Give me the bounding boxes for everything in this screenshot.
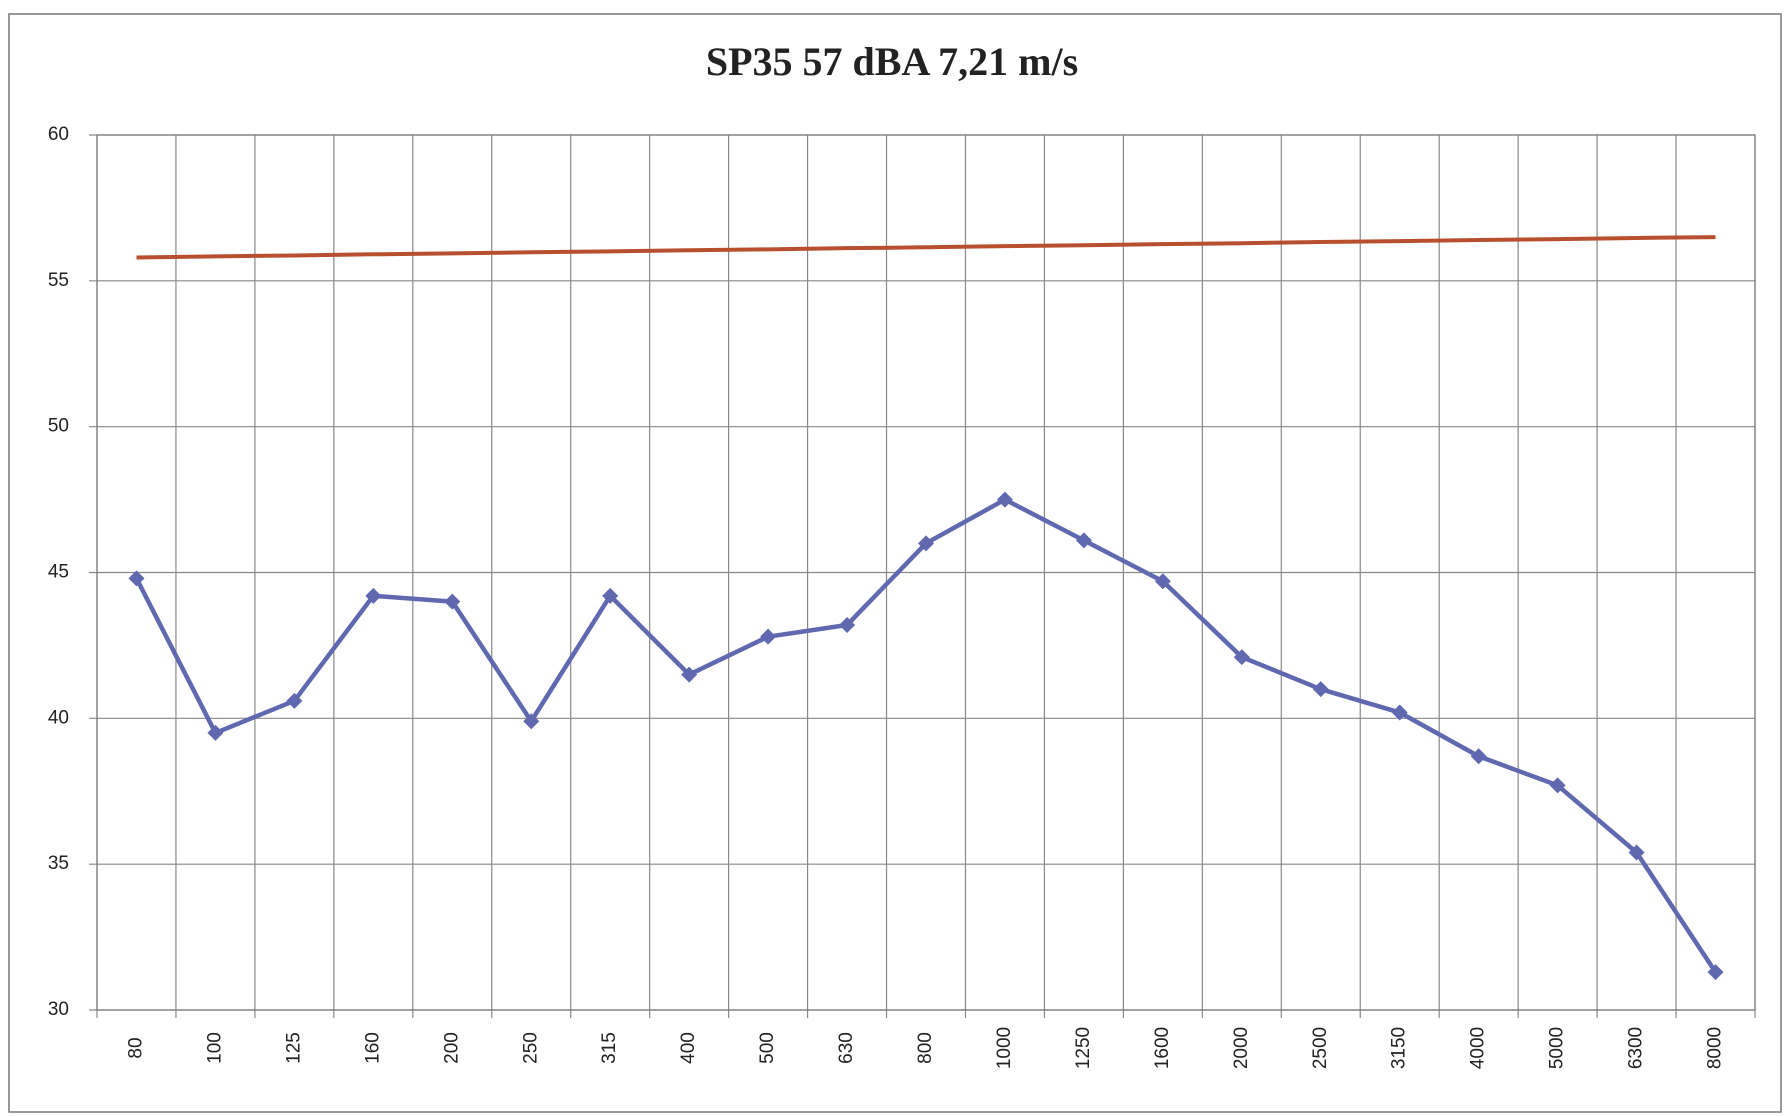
y-tick-label: 45 [48, 562, 69, 583]
data-point [444, 593, 461, 610]
data-point [1154, 573, 1171, 590]
data-point [128, 570, 145, 587]
x-tick-label: 1000 [994, 1027, 1015, 1069]
x-tick-label: 200 [441, 1032, 462, 1064]
y-tick-label: 50 [48, 416, 69, 437]
x-tick-label: 630 [836, 1032, 857, 1064]
data-point [1470, 748, 1487, 765]
data-point [839, 617, 856, 633]
y-tick-label: 60 [48, 124, 69, 145]
x-tick-label: 800 [915, 1032, 936, 1064]
x-tick-label: 5000 [1547, 1027, 1568, 1069]
x-tick-label: 315 [599, 1032, 620, 1064]
x-tick-label: 500 [757, 1032, 778, 1064]
data-point [1549, 777, 1566, 794]
data-point [1312, 681, 1329, 698]
data-point [1233, 649, 1250, 666]
y-tick-label: 40 [48, 707, 69, 728]
data-point [1075, 532, 1092, 549]
data-point [996, 491, 1013, 508]
x-tick-label: 250 [520, 1032, 541, 1064]
data-point [681, 666, 698, 683]
x-tick-label: 8000 [1705, 1027, 1726, 1069]
x-tick-label: 6300 [1626, 1027, 1647, 1069]
x-tick-label: 1600 [1152, 1027, 1173, 1069]
x-tick-label: 1250 [1073, 1027, 1094, 1069]
data-point [918, 535, 934, 552]
x-tick-label: 4000 [1468, 1027, 1489, 1069]
x-tick-label: 100 [204, 1032, 225, 1064]
data-point [760, 628, 777, 645]
data-point [1628, 844, 1645, 861]
data-point [1707, 964, 1724, 981]
data-point [365, 587, 382, 604]
data-point [1391, 704, 1408, 721]
y-tick-label: 35 [48, 853, 69, 874]
x-tick-label: 125 [283, 1032, 304, 1064]
x-tick-label: 3150 [1389, 1027, 1410, 1069]
x-tick-label: 160 [362, 1032, 383, 1064]
y-tick-label: 55 [48, 270, 69, 291]
plot-area [96, 134, 1756, 1011]
x-tick-label: 80 [125, 1037, 146, 1058]
data-point [286, 692, 303, 709]
data-point [207, 724, 224, 741]
chart-frame [8, 13, 1782, 1113]
series-line [136, 235, 1716, 260]
x-tick-label: 400 [678, 1032, 699, 1064]
x-tick-label: 2500 [1310, 1027, 1331, 1069]
data-point [523, 713, 540, 730]
data-point [602, 587, 619, 604]
chart-title: SP35 57 dBA 7,21 m/s [706, 39, 1078, 84]
x-tick-label: 2000 [1231, 1027, 1252, 1069]
y-tick-label: 30 [48, 999, 69, 1020]
